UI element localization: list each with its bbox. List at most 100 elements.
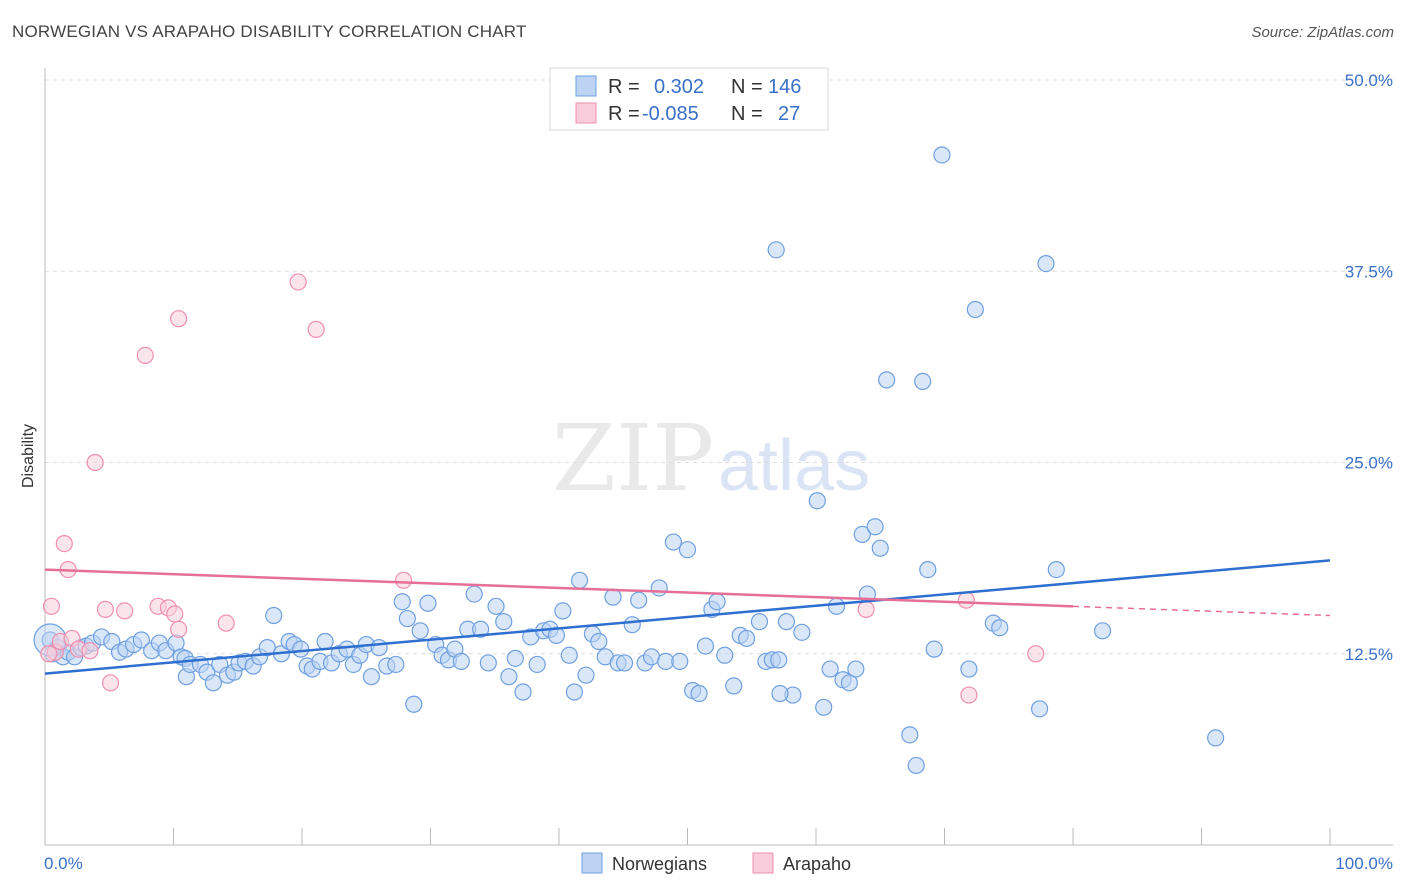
x-tick-label-1: 100.0% — [1335, 854, 1393, 873]
norwegian-point-92 — [650, 579, 668, 597]
y-tick-label-0: 12.5% — [1345, 645, 1393, 664]
norwegian-point-70 — [506, 649, 524, 667]
norwegian-point-96 — [678, 541, 697, 559]
norwegian-point-54 — [398, 609, 416, 628]
arapaho-point-16 — [170, 310, 188, 328]
norwegian-point-49 — [362, 668, 380, 686]
norwegian-point-80 — [570, 571, 589, 589]
norwegian-point-116 — [827, 597, 846, 615]
arapaho-point-25 — [1027, 645, 1045, 663]
arapaho-point-3 — [55, 534, 73, 553]
arapaho-point-10 — [101, 674, 120, 692]
norwegian-point-130 — [933, 146, 951, 164]
arapaho-point-23 — [957, 591, 975, 609]
norwegian-point-112 — [793, 623, 811, 641]
arapaho-points — [40, 273, 1045, 704]
norwegian-point-114 — [815, 698, 833, 716]
norwegian-point-126 — [907, 756, 925, 775]
bottom-legend-arapaho: Arapaho — [783, 854, 851, 874]
arapaho-point-21 — [394, 571, 413, 589]
norwegian-point-99 — [696, 637, 715, 655]
norwegian-point-78 — [560, 646, 578, 664]
norwegian-point-81 — [577, 666, 595, 684]
norwegian-point-64 — [465, 585, 483, 603]
norwegian-point-122 — [866, 518, 884, 536]
norwegian-point-85 — [604, 588, 622, 606]
arapaho-point-26 — [40, 645, 58, 663]
arapaho-point-20 — [307, 320, 325, 338]
norwegian-point-139 — [1207, 729, 1225, 747]
norwegian-point-140 — [767, 241, 785, 259]
norwegian-point-131 — [960, 660, 978, 678]
norwegian-point-101 — [708, 593, 726, 611]
arapaho-point-12 — [136, 346, 154, 364]
norwegian-point-89 — [630, 591, 648, 609]
arapaho-point-19 — [289, 273, 307, 291]
norwegian-point-134 — [991, 619, 1009, 637]
legend-swatch-norwegians — [575, 75, 597, 97]
norwegian-point-56 — [411, 622, 429, 640]
legend-r-value-2: -0.085 — [642, 103, 699, 125]
arapaho-trend-line — [44, 568, 1074, 608]
norwegian-point-71 — [514, 683, 532, 701]
chart-title: NORWEGIAN VS ARAPAHO DISABILITY CORRELAT… — [12, 22, 527, 41]
legend-n-label-1: N = — [731, 76, 763, 98]
arapaho-point-15 — [166, 605, 184, 623]
norwegian-point-68 — [495, 613, 513, 631]
source-credit: Source: ZipAtlas.com — [1251, 24, 1394, 41]
arapaho-point-11 — [116, 602, 134, 620]
norwegian-point-83 — [590, 632, 608, 651]
y-tick-label-3: 50.0% — [1345, 71, 1393, 90]
series-legend: Norwegians Arapaho — [581, 852, 851, 874]
correlation-legend: R = 0.302 N = 146 R = -0.085 N = 27 — [549, 67, 829, 131]
norwegian-point-65 — [472, 620, 490, 638]
norwegian-point-73 — [528, 655, 546, 674]
norwegian-point-33 — [258, 639, 276, 657]
y-tick-label-2: 37.5% — [1345, 262, 1393, 281]
norwegian-point-38 — [292, 640, 310, 658]
arapaho-point-22 — [857, 600, 875, 618]
bottom-legend-swatch-arapaho — [752, 852, 774, 874]
watermark-zip: ZIP — [552, 405, 714, 512]
arapaho-point-24 — [960, 686, 978, 704]
norwegian-point-34 — [265, 606, 283, 625]
norwegian-point-113 — [808, 492, 826, 510]
bottom-legend-norwegians: Norwegians — [612, 854, 707, 874]
norwegian-point-110 — [777, 613, 796, 631]
norwegian-point-62 — [452, 652, 470, 671]
norwegian-point-77 — [554, 602, 572, 620]
norwegian-point-79 — [565, 683, 584, 701]
norwegians-trend-line — [44, 559, 1331, 675]
arapaho-point-18 — [217, 614, 235, 632]
x-tick-labels: 0.0% 100.0% — [44, 854, 1393, 873]
norwegian-point-119 — [847, 660, 865, 678]
norwegian-point-106 — [750, 613, 769, 631]
norwegian-point-52 — [387, 655, 405, 674]
y-tick-labels: 12.5% 25.0% 37.5% 50.0% — [1345, 71, 1393, 664]
norwegian-point-69 — [500, 668, 518, 686]
norwegian-point-25 — [204, 674, 222, 692]
y-axis-title: Disability — [20, 424, 37, 488]
legend-r-label-2: R = — [608, 103, 640, 125]
arapaho-point-7 — [81, 642, 99, 660]
watermark-atlas: atlas — [718, 426, 870, 506]
legend-swatch-arapaho — [575, 102, 597, 124]
norwegian-point-14 — [132, 631, 150, 649]
norwegian-point-125 — [901, 726, 919, 744]
norwegian-point-109 — [770, 651, 788, 669]
axes — [44, 68, 1393, 846]
norwegian-point-94 — [664, 533, 682, 551]
norwegian-point-115 — [821, 660, 839, 678]
legend-r-label-1: R = — [608, 76, 640, 98]
watermark: ZIP atlas — [552, 405, 870, 512]
arapaho-point-8 — [86, 453, 104, 472]
norwegian-point-103 — [725, 677, 743, 695]
y-tick-label-1: 25.0% — [1345, 454, 1393, 473]
arapaho-trend-extension — [1072, 605, 1331, 617]
trend-lines — [44, 559, 1331, 675]
norwegian-point-120 — [853, 525, 871, 544]
legend-r-value-1: 0.302 — [654, 76, 704, 98]
legend-n-value-1: 146 — [768, 76, 801, 98]
norwegian-point-123 — [871, 539, 889, 557]
